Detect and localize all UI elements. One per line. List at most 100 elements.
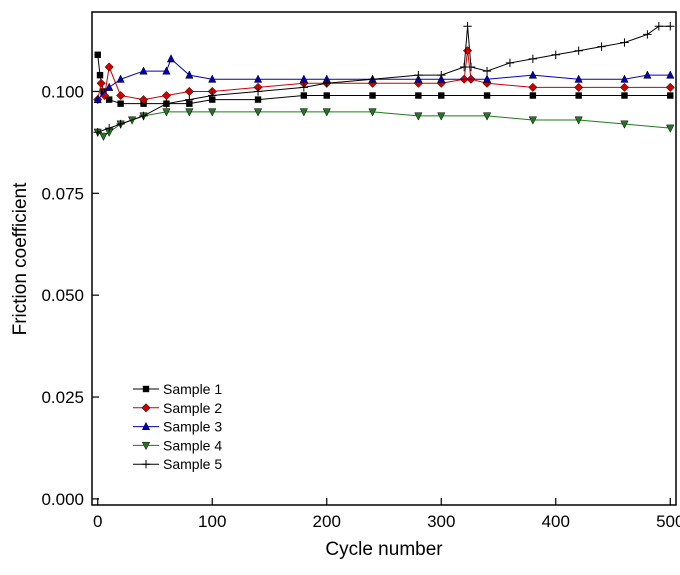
data-point — [666, 124, 675, 133]
data-point — [104, 123, 114, 133]
data-point — [620, 120, 629, 129]
data-point — [574, 46, 583, 55]
data-point — [654, 22, 664, 31]
data-point — [184, 86, 194, 97]
data-point — [619, 82, 630, 92]
y-tick-label: 0.050 — [41, 286, 84, 305]
data-point — [667, 92, 674, 99]
legend: Sample 1 Sample 2 Sample 3 Sample 4 Sample 5 — [133, 381, 222, 472]
legend-marker — [141, 441, 151, 451]
y-axis: 0.000 0.025 0.050 0.075 0.100 — [41, 82, 99, 509]
data-point — [254, 96, 262, 103]
data-point — [369, 92, 376, 99]
series-sample-5 — [93, 22, 675, 137]
data-point — [528, 54, 538, 64]
data-point — [96, 71, 104, 79]
data-point — [105, 82, 114, 91]
data-point — [483, 92, 491, 99]
data-point — [99, 132, 108, 142]
data-point — [466, 62, 476, 72]
x-tick-label: 0 — [93, 512, 102, 531]
x-tick-label: 500 — [656, 512, 680, 531]
data-point — [139, 111, 148, 121]
data-point — [299, 108, 308, 117]
data-point — [666, 70, 675, 79]
plot-area-frame — [91, 11, 677, 506]
data-point — [185, 70, 194, 79]
data-point — [139, 66, 148, 75]
data-point — [253, 87, 263, 96]
legend-item-sample-5: Sample 5 — [133, 456, 222, 472]
data-point — [463, 46, 473, 56]
data-point — [437, 112, 446, 121]
data-point — [414, 70, 423, 80]
data-point — [368, 75, 377, 84]
data-point — [94, 51, 101, 58]
data-point — [162, 108, 171, 117]
data-point — [482, 66, 492, 76]
legend-item-sample-1: Sample 1 — [133, 381, 222, 397]
data-series — [93, 22, 675, 142]
data-point — [323, 92, 330, 99]
series-line — [97, 25, 671, 133]
data-point — [300, 92, 308, 99]
data-point — [208, 91, 217, 100]
y-axis-title: Friction coefficient — [10, 182, 31, 335]
data-point — [208, 108, 217, 117]
data-point — [437, 70, 446, 80]
data-point — [322, 108, 331, 117]
x-tick-label: 300 — [427, 512, 455, 531]
data-point — [104, 62, 114, 72]
data-point — [575, 92, 582, 99]
data-point — [463, 22, 472, 31]
data-point — [368, 108, 377, 117]
series-sample-3 — [93, 54, 675, 104]
data-point — [574, 82, 584, 92]
legend-item-sample-4: Sample 4 — [133, 437, 222, 453]
data-point — [185, 108, 194, 117]
data-point — [665, 82, 675, 92]
data-point — [299, 74, 308, 83]
data-point — [93, 127, 102, 137]
series-sample-1 — [94, 51, 674, 107]
data-point — [161, 90, 171, 101]
data-point — [438, 92, 445, 99]
legend-marker — [142, 385, 150, 393]
data-point — [117, 100, 124, 107]
series-line — [97, 50, 671, 101]
y-tick-label: 0.075 — [41, 184, 84, 203]
legend-item-sample-2: Sample 2 — [133, 400, 222, 416]
data-point — [96, 78, 106, 88]
data-point — [105, 96, 113, 103]
data-point — [414, 112, 423, 121]
legend-marker — [141, 403, 151, 413]
data-point — [574, 74, 583, 83]
legend-label: Sample 2 — [163, 400, 222, 416]
x-axis-title: Cycle number — [325, 539, 443, 560]
data-point — [505, 58, 515, 68]
data-point — [643, 30, 652, 39]
data-point — [116, 74, 125, 83]
data-point — [528, 116, 537, 125]
x-tick-label: 400 — [542, 512, 570, 531]
legend-marker — [141, 421, 151, 431]
data-point — [597, 42, 606, 51]
data-point — [415, 92, 422, 99]
data-point — [528, 82, 538, 92]
y-tick-label: 0.000 — [41, 490, 84, 509]
x-tick-label: 100 — [198, 512, 226, 531]
series-line — [97, 57, 671, 100]
data-point — [643, 70, 652, 79]
data-point — [208, 74, 217, 83]
data-point — [574, 116, 583, 125]
data-point — [299, 83, 309, 92]
y-tick-label: 0.025 — [41, 388, 84, 407]
x-tick-label: 200 — [313, 512, 341, 531]
data-point — [529, 92, 537, 99]
data-point — [620, 74, 629, 83]
data-point — [482, 74, 492, 83]
data-point — [116, 90, 126, 101]
data-point — [138, 95, 149, 105]
